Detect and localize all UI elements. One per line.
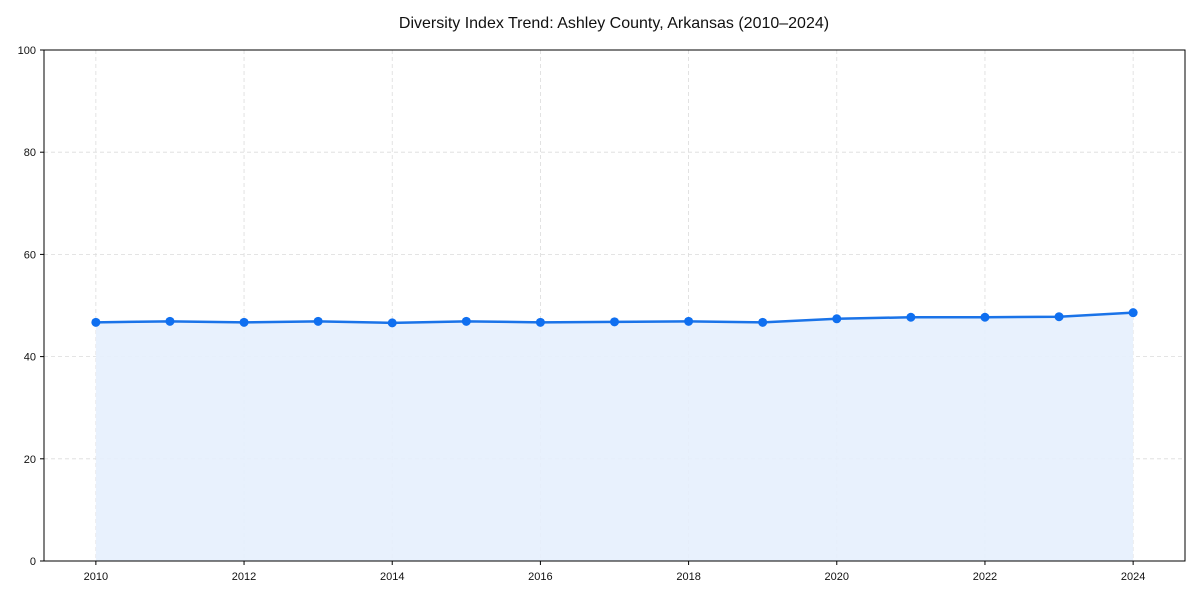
data-point-marker bbox=[313, 316, 323, 326]
x-tick-label: 2010 bbox=[84, 571, 108, 583]
data-point-marker bbox=[906, 312, 916, 322]
data-point-marker bbox=[165, 316, 175, 326]
y-tick-label: 20 bbox=[24, 454, 36, 466]
data-point-marker bbox=[535, 317, 545, 327]
data-point-marker bbox=[461, 316, 471, 326]
plot-frame bbox=[43, 49, 1186, 562]
data-markers bbox=[91, 308, 1138, 328]
x-tick-label: 2024 bbox=[1121, 571, 1145, 583]
data-point-marker bbox=[610, 317, 619, 327]
data-point-marker bbox=[684, 316, 694, 326]
x-tick-label: 2014 bbox=[380, 571, 404, 583]
data-point-marker bbox=[1054, 312, 1064, 322]
data-point-marker bbox=[1128, 308, 1138, 318]
data-point-marker bbox=[980, 312, 990, 322]
x-tick-label: 2020 bbox=[825, 571, 849, 583]
axes bbox=[43, 49, 1186, 562]
x-tick-label: 2012 bbox=[232, 571, 256, 583]
area-fill-region bbox=[95, 312, 1134, 561]
y-axis-ticks: 0 20 40 60 80 100 bbox=[18, 45, 44, 568]
area-fill bbox=[95, 312, 1134, 561]
data-point-marker bbox=[758, 317, 768, 327]
x-axis-ticks: 2010 2012 2014 2016 2018 2020 2022 2024 bbox=[84, 561, 1145, 583]
x-tick-label: 2018 bbox=[676, 571, 700, 583]
data-point-marker bbox=[832, 314, 842, 324]
chart-title: Diversity Index Trend: Ashley County, Ar… bbox=[399, 15, 829, 32]
y-tick-label: 60 bbox=[24, 249, 36, 261]
x-tick-label: 2016 bbox=[528, 571, 552, 583]
x-tick-label: 2022 bbox=[973, 571, 997, 583]
data-point-marker bbox=[387, 318, 397, 328]
y-tick-label: 100 bbox=[18, 45, 36, 57]
y-tick-label: 0 bbox=[30, 556, 36, 568]
y-tick-label: 40 bbox=[24, 352, 36, 364]
data-point-marker bbox=[91, 317, 101, 327]
data-point-marker bbox=[239, 317, 249, 327]
y-tick-label: 80 bbox=[24, 147, 36, 159]
